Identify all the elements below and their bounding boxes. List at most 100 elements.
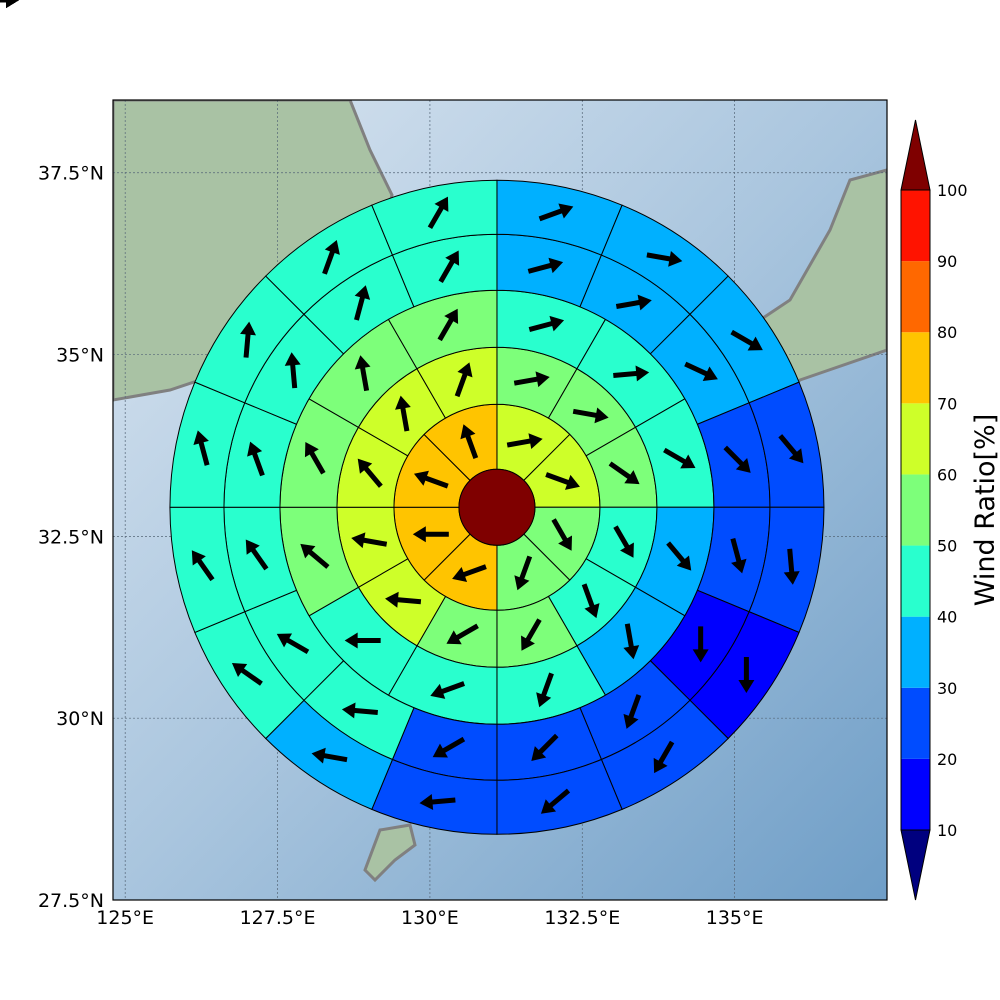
wind-arrow — [191, 550, 215, 582]
wind-arrow — [545, 472, 580, 490]
colorbar-tick-labels: 10 20 30 40 50 60 70 80 90 100 — [937, 181, 968, 840]
wind-arrow — [413, 470, 449, 489]
colorbar-over-triangle — [900, 119, 931, 191]
wind-arrow — [351, 532, 388, 549]
y-tick-label: 37.5°N — [38, 163, 104, 185]
y-axis-ticks: 27.5°N 30°N 32.5°N 35°N 37.5°N — [38, 163, 104, 912]
wind-arrow — [723, 445, 751, 473]
y-tick-label: 32.5°N — [38, 526, 104, 548]
wind-arrow — [304, 442, 326, 475]
wind-arrow — [778, 434, 804, 464]
wind-arrow — [730, 538, 747, 574]
wind-arrow — [551, 518, 573, 551]
x-tick-label: 127.5°E — [240, 907, 316, 929]
wind-arrow — [193, 430, 210, 466]
wind-arrow — [460, 424, 479, 459]
wind-arrow — [514, 555, 533, 591]
wind-arrow — [663, 447, 696, 469]
wind-arrow — [506, 433, 543, 449]
wind-arrow — [783, 548, 800, 585]
wind-arrow — [341, 702, 378, 719]
map-frame — [112, 99, 888, 901]
wind-arrow — [581, 583, 600, 619]
colorbar-segment — [901, 403, 930, 475]
colorbar-tick-label: 80 — [937, 323, 957, 342]
wind-arrow — [538, 203, 574, 222]
wind-ratio-sectors — [170, 180, 825, 835]
colorbar-segment — [901, 332, 930, 404]
wind-arrow — [608, 461, 640, 485]
x-tick-label: 132.5°E — [544, 907, 620, 929]
wind-arrow — [572, 407, 609, 424]
wind-arrow — [322, 239, 340, 275]
wind-arrow — [344, 632, 381, 649]
colorbar-title: Wind Ratio[%] — [970, 414, 1000, 606]
wind-arrow — [0, 0, 19, 8]
colorbar-outline — [900, 189, 931, 831]
wind-arrow — [231, 663, 263, 686]
colorbar-segment — [901, 545, 930, 617]
colorbar-tick-label: 20 — [937, 750, 957, 769]
colorbar-tick-label: 40 — [937, 608, 957, 627]
wind-arrow — [300, 543, 330, 569]
wind-arrow — [531, 733, 559, 762]
colorbar-tick-label: 90 — [937, 252, 957, 271]
wind-arrow — [412, 526, 449, 543]
colorbar-segment — [901, 687, 930, 759]
x-axis-ticks: 125°E 127.5°E 130°E 132.5°E 135°E — [96, 907, 763, 929]
y-tick-label: 27.5°N — [38, 890, 104, 912]
wind-arrow — [738, 656, 755, 693]
wind-arrow — [240, 321, 257, 358]
wind-arrow — [613, 525, 634, 558]
wind-arrow — [653, 740, 675, 774]
wind-arrow — [623, 694, 642, 729]
colorbar-tick-label: 30 — [937, 679, 957, 698]
wind-arrow — [247, 441, 265, 477]
colorbar-tick-label: 10 — [937, 821, 957, 840]
wind-arrow — [430, 681, 465, 699]
wind-direction-arrows — [0, 0, 804, 814]
wind-arrow — [454, 362, 473, 398]
wind-arrow — [730, 329, 763, 351]
wind-arrow — [419, 794, 456, 811]
colorbar-segment — [901, 616, 930, 688]
wind-arrow — [395, 395, 411, 432]
colorbar-tick-label: 50 — [937, 537, 957, 556]
center-disc — [458, 468, 536, 546]
wind-arrow — [521, 618, 542, 651]
wind-arrow — [354, 355, 371, 392]
colorbar: 10 20 30 40 50 60 70 80 90 100 Wind Rati… — [900, 119, 1000, 901]
wind-arrow — [528, 315, 565, 333]
wind-arrow — [354, 285, 371, 321]
wind-arrow — [311, 747, 348, 764]
wind-arrow — [452, 564, 487, 582]
wind-arrow — [646, 250, 683, 267]
x-tick-label: 130°E — [401, 907, 459, 929]
wind-arrow — [513, 371, 550, 388]
wind-arrow — [527, 257, 564, 274]
wind-arrow — [446, 623, 479, 645]
wind-arrow — [385, 591, 422, 608]
colorbar-tick-label: 60 — [937, 465, 957, 484]
wind-arrow — [357, 458, 383, 488]
colorbar-segments — [900, 119, 931, 901]
wind-arrow — [437, 308, 459, 342]
y-tick-label: 30°N — [56, 708, 104, 730]
colorbar-segment — [901, 474, 930, 546]
wind-arrow — [245, 539, 269, 571]
wind-arrow — [615, 294, 652, 311]
colorbar-tick-label: 100 — [937, 181, 968, 200]
map-panel — [0, 0, 888, 901]
colorbar-segment — [901, 261, 930, 333]
southern-islands — [363, 823, 417, 883]
wind-arrow — [276, 633, 310, 655]
wind-arrow — [438, 250, 460, 283]
wind-arrow — [536, 672, 554, 708]
wind-arrow — [284, 352, 301, 389]
wind-arrow — [613, 365, 650, 382]
colorbar-segment — [901, 190, 930, 262]
wind-arrow — [623, 623, 640, 660]
wind-arrow — [666, 541, 692, 571]
wind-arrow — [540, 788, 571, 814]
